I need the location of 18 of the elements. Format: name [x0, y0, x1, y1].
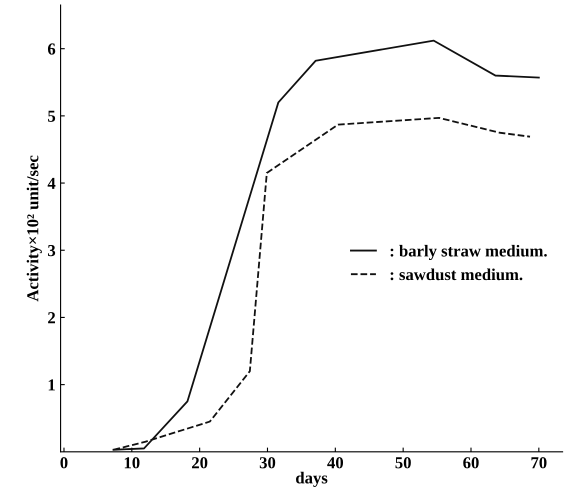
x-tick-label: 30 — [260, 457, 276, 468]
legend-label: : sawdust medium. — [390, 268, 522, 280]
y-tick-label: 5 — [48, 110, 56, 122]
x-axis-title: days — [296, 472, 328, 487]
y-tick-label: 1 — [48, 379, 55, 390]
x-tick-label: 20 — [192, 457, 208, 468]
y-axis-title: Activity×10² unit/sec — [26, 156, 42, 302]
x-tick-label: 0 — [60, 457, 68, 468]
x-tick-label: 50 — [395, 457, 411, 468]
x-tick-label: 70 — [531, 457, 547, 468]
legend-label: : barly straw medium. — [390, 244, 547, 260]
x-tick-label: 40 — [327, 457, 344, 468]
y-tick-label: 2 — [48, 312, 56, 324]
x-tick-label: 10 — [124, 457, 140, 468]
y-tick-label: 4 — [48, 178, 56, 189]
y-tick-label: 6 — [48, 43, 56, 55]
x-tick-label: 60 — [463, 457, 479, 468]
y-tick-label: 3 — [48, 244, 56, 256]
